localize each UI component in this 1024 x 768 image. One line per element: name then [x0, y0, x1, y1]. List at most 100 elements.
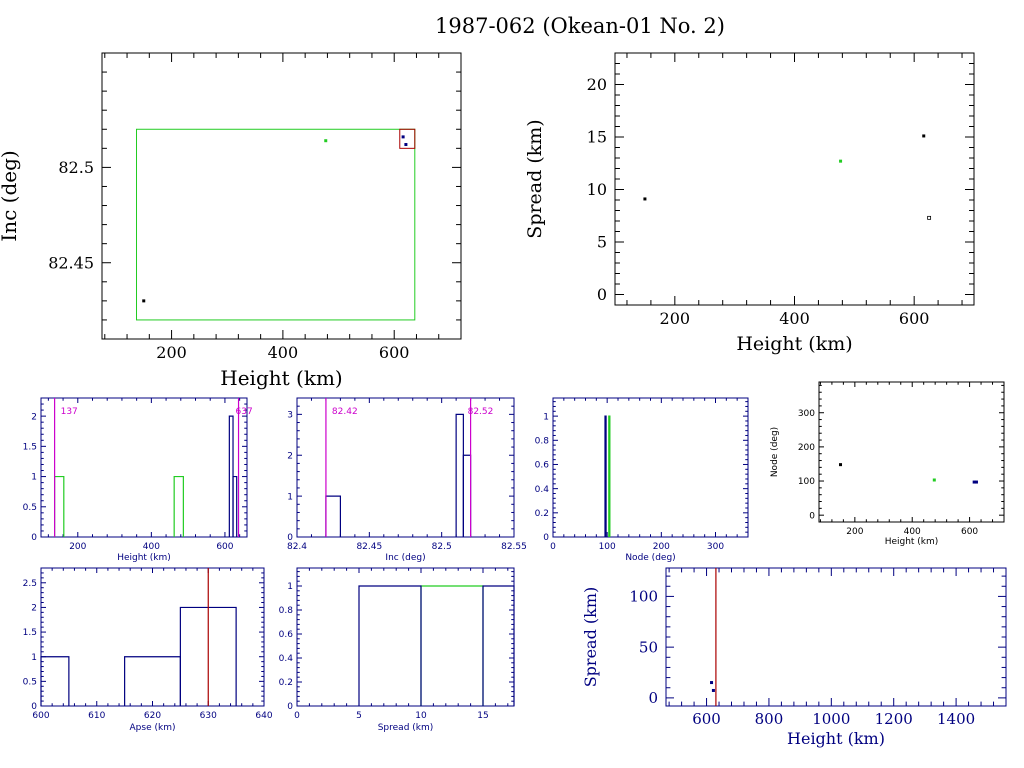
y-tick-label: 0 — [648, 689, 658, 707]
x-tick-label: 0 — [294, 711, 300, 721]
x-tick-label: 800 — [755, 710, 784, 728]
y-tick-label: 0.2 — [279, 678, 293, 688]
y-tick-label: 0.2 — [535, 509, 549, 519]
point-blue — [711, 688, 715, 692]
chart-spread_vs_height: 200 400 600 0 5 10 15 20 Height (km) Spread (km) — [524, 52, 975, 355]
y-tick-label: 200 — [798, 443, 815, 453]
y-tick-label: 0 — [543, 533, 549, 543]
y-tick-label: 0.8 — [535, 436, 550, 446]
point-blue — [404, 143, 408, 147]
y-tick-label: 3 — [287, 411, 293, 421]
chart-height_hist: 200 400 600 0 0.5 1 1.5 2 Height (km) 137 637 — [23, 397, 253, 563]
y-tick-label: 10 — [587, 180, 607, 199]
vline-label-max: 637 — [236, 407, 253, 417]
hist-bar-blue — [325, 495, 341, 537]
hist-bar-blue — [232, 475, 238, 537]
x-axis-label: Spread (km) — [378, 723, 434, 733]
green-box — [136, 128, 416, 321]
x-tick-label: 200 — [660, 309, 691, 328]
y-tick-label: 1 — [31, 473, 37, 483]
plot-frame — [665, 567, 1007, 707]
y-tick-label: 2.5 — [23, 579, 37, 589]
plot-frame — [40, 397, 248, 538]
y-tick-label: 20 — [587, 75, 607, 94]
x-tick-label: 640 — [255, 711, 272, 721]
x-axis-label: Height (km) — [220, 366, 342, 390]
y-tick-label: 300 — [798, 409, 815, 419]
x-tick-label: 0 — [550, 542, 556, 552]
hist-bar-green — [54, 475, 65, 537]
point-blue — [401, 135, 405, 139]
point-blue — [972, 480, 976, 484]
y-tick-label: 2 — [287, 451, 293, 461]
y-tick-label: 1 — [287, 492, 293, 502]
plot-frame — [552, 397, 749, 538]
x-tick-label: 82.4 — [287, 542, 307, 552]
y-tick-label: 0.6 — [279, 630, 294, 640]
y-tick-label: 82.45 — [48, 253, 94, 272]
chart-spread_vs_height_wide: 600 800 1000 1200 1400 0 50 100 Height (km) Sprea… — [581, 567, 1007, 748]
x-tick-label: 1400 — [937, 710, 975, 728]
x-tick-label: 600 — [692, 710, 721, 728]
x-tick-label: 630 — [200, 711, 217, 721]
plot-frame — [614, 52, 975, 306]
x-tick-label: 5 — [356, 711, 362, 721]
chart-node_hist: 0 100 200 300 0 0.2 0.4 0.6 0.8 1 Node (deg) — [535, 397, 749, 563]
vline-label-max: 82.52 — [468, 407, 494, 417]
red-box — [399, 128, 416, 149]
plot-frame — [40, 567, 265, 707]
x-tick-label: 82.5 — [432, 542, 452, 552]
y-tick-label: 0 — [31, 702, 37, 712]
y-axis-label: Node (deg) — [770, 427, 780, 477]
point-black — [142, 299, 146, 303]
point-green — [839, 159, 843, 163]
x-tick-label: 1200 — [875, 710, 913, 728]
y-tick-label: 100 — [629, 588, 658, 606]
x-tick-label: 300 — [707, 542, 724, 552]
hist-bar-green — [173, 475, 184, 537]
x-axis-label: Height (km) — [885, 537, 939, 547]
y-tick-label: 50 — [639, 638, 658, 656]
y-tick-label: 0.6 — [535, 461, 550, 471]
x-axis-label: Node (deg) — [625, 553, 675, 563]
y-tick-label: 1 — [31, 653, 37, 663]
hist-bar-green — [420, 585, 484, 706]
y-axis-label: Spread (km) — [524, 119, 546, 238]
point-black — [922, 134, 926, 138]
x-tick-label: 400 — [779, 309, 810, 328]
x-tick-label: 200 — [156, 343, 187, 362]
y-tick-label: 2 — [31, 604, 37, 614]
x-tick-label: 200 — [846, 527, 863, 537]
y-tick-label: 1 — [287, 582, 293, 592]
point-green — [324, 139, 328, 143]
x-tick-label: 200 — [69, 542, 86, 552]
hist-bar-blue — [462, 454, 472, 537]
x-tick-label: 600 — [899, 309, 930, 328]
page-title: 1987-062 (Okean-01 No. 2) — [435, 14, 725, 38]
y-tick-label: 1.5 — [23, 628, 37, 638]
y-tick-label: 0 — [287, 702, 293, 712]
y-tick-label: 1 — [543, 412, 549, 422]
hist-bar-blue — [482, 585, 515, 706]
y-tick-label: 0.5 — [23, 678, 37, 688]
y-axis-label: Spread (km) — [581, 587, 600, 688]
y-tick-label: 0.5 — [23, 503, 37, 513]
x-tick-label: 600 — [216, 542, 233, 552]
y-tick-label: 0 — [31, 533, 37, 543]
x-tick-label: 15 — [477, 711, 488, 721]
chart-node_vs_height: 200 400 600 0 100 200 300 Height (km) Node (deg) — [770, 381, 1005, 547]
plot-frame — [296, 567, 515, 707]
y-tick-label: 0 — [809, 511, 815, 521]
plot-frame — [101, 52, 462, 340]
x-tick-label: 400 — [268, 343, 299, 362]
hist-bar-blue — [358, 585, 422, 706]
x-axis-label: Height (km) — [117, 553, 171, 563]
x-tick-label: 82.55 — [501, 542, 527, 552]
hist-bar-green — [608, 415, 611, 537]
y-tick-label: 82.5 — [58, 158, 94, 177]
x-tick-label: 600 — [32, 711, 49, 721]
y-tick-label: 100 — [798, 477, 815, 487]
x-axis-label: Apse (km) — [130, 723, 176, 733]
y-tick-label: 0.4 — [535, 485, 550, 495]
point-blue — [974, 480, 978, 484]
